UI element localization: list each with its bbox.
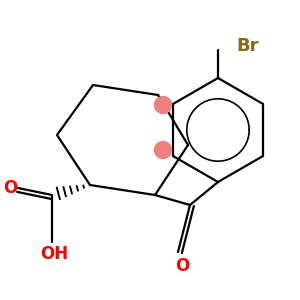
Text: O: O <box>3 179 17 197</box>
Circle shape <box>154 97 172 113</box>
Text: Br: Br <box>236 37 259 55</box>
Text: OH: OH <box>40 245 68 263</box>
Text: O: O <box>175 257 189 275</box>
Circle shape <box>154 142 172 158</box>
